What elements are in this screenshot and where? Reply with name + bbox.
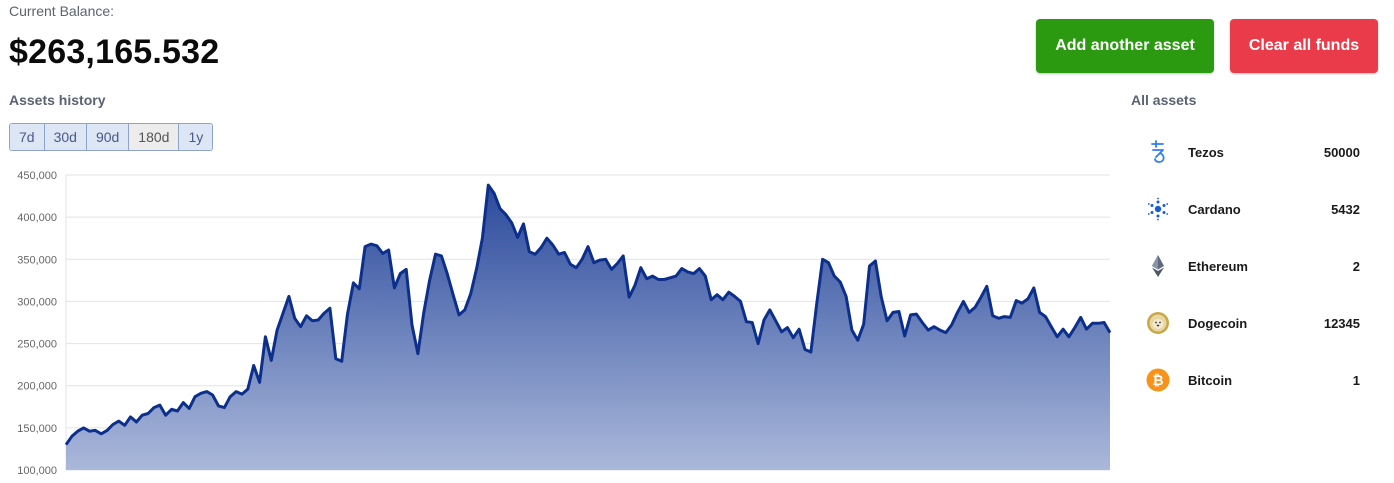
range-7d-button[interactable]: 7d	[10, 124, 45, 150]
range-180d-button[interactable]: 180d	[129, 124, 180, 150]
range-30d-button[interactable]: 30d	[44, 124, 87, 150]
history-line	[64, 183, 1112, 446]
y-tick-label: 250,000	[17, 339, 57, 351]
asset-name: Cardano	[1188, 201, 1241, 217]
asset-amount: 1	[1352, 372, 1360, 388]
asset-amount: 12345	[1323, 315, 1360, 331]
ethereum-icon	[1146, 254, 1170, 278]
asset-row-tezos[interactable]: Tezos 50000	[1146, 137, 1366, 167]
balance-label: Current Balance:	[9, 3, 115, 19]
range-90d-button[interactable]: 90d	[86, 124, 130, 150]
y-tick-label: 200,000	[17, 381, 57, 393]
history-area	[66, 185, 1110, 470]
all-assets-title: All assets	[1131, 92, 1197, 108]
chart-svg: 450,000 400,000 350,000 300,000 250,000 200,0…	[17, 170, 1112, 477]
dogecoin-icon	[1146, 311, 1170, 335]
tezos-icon	[1146, 140, 1170, 164]
range-1y-button[interactable]: 1y	[179, 124, 213, 150]
svg-text:₿: ₿	[1152, 373, 1163, 389]
asset-amount: 5432	[1331, 201, 1360, 217]
asset-name: Dogecoin	[1188, 315, 1248, 331]
assets-history-title: Assets history	[9, 92, 106, 108]
asset-row-dogecoin[interactable]: Dogecoin 12345	[1146, 308, 1366, 338]
clear-funds-button[interactable]: Clear all funds	[1230, 19, 1378, 73]
y-tick-label: 300,000	[17, 296, 57, 308]
asset-row-ethereum[interactable]: Ethereum 2	[1146, 251, 1366, 281]
y-tick-label: 150,000	[17, 423, 57, 435]
asset-name: Bitcoin	[1188, 372, 1233, 388]
asset-amount: 50000	[1323, 144, 1360, 160]
bitcoin-icon: ₿	[1146, 368, 1170, 392]
range-selector: 7d 30d 90d 180d 1y	[9, 123, 214, 151]
asset-row-bitcoin[interactable]: ₿ Bitcoin 1	[1146, 365, 1366, 395]
add-asset-button[interactable]: Add another asset	[1036, 19, 1214, 73]
balance-value: $263,165.532	[9, 33, 220, 71]
y-tick-label: 450,000	[17, 170, 57, 182]
asset-row-cardano[interactable]: Cardano 5432	[1146, 194, 1366, 224]
asset-amount: 2	[1352, 258, 1360, 274]
assets-history-chart: 450,000 400,000 350,000 300,000 250,000 200,0…	[0, 160, 1120, 478]
asset-name: Tezos	[1188, 144, 1224, 160]
y-tick-label: 400,000	[17, 212, 57, 224]
asset-name: Ethereum	[1188, 258, 1248, 274]
y-tick-label: 350,000	[17, 254, 57, 266]
cardano-icon	[1146, 197, 1170, 221]
y-tick-label: 100,000	[17, 465, 57, 477]
